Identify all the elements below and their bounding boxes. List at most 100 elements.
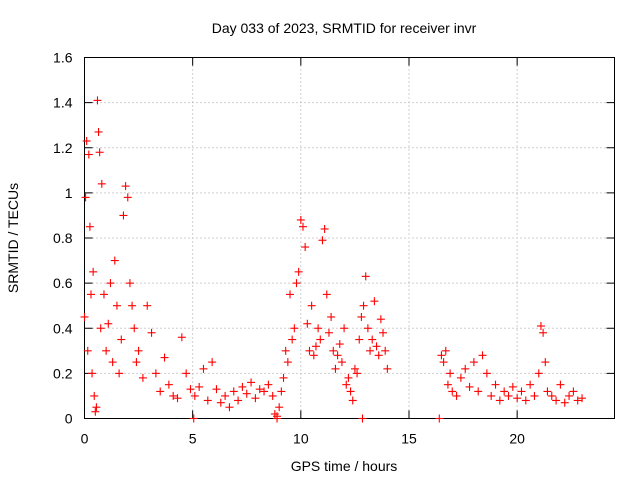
data-point [164, 380, 173, 389]
data-point [355, 335, 364, 344]
data-point [92, 403, 101, 412]
data-point [296, 215, 305, 224]
data-point [376, 315, 385, 324]
data-point [359, 301, 368, 310]
data-point [81, 193, 90, 202]
data-point [268, 391, 277, 400]
data-point [130, 324, 139, 333]
data-point [143, 301, 152, 310]
data-point [322, 290, 331, 299]
data-point [156, 387, 165, 396]
data-point [99, 290, 108, 299]
data-point [290, 324, 299, 333]
data-point [138, 373, 147, 382]
x-tick-label: 20 [509, 431, 525, 447]
data-point [80, 312, 89, 321]
data-point [461, 364, 470, 373]
data-point [190, 391, 199, 400]
data-point [335, 340, 344, 349]
data-point [86, 290, 95, 299]
data-point [288, 335, 297, 344]
data-point [379, 328, 388, 337]
data-point [89, 267, 98, 276]
data-point [316, 335, 325, 344]
data-point [448, 387, 457, 396]
data-point [340, 324, 349, 333]
data-point [346, 387, 355, 396]
data-point [374, 351, 383, 360]
data-point [93, 96, 102, 105]
data-point [491, 380, 500, 389]
data-point [342, 380, 351, 389]
data-point [578, 394, 587, 403]
data-point [203, 396, 212, 405]
data-point [337, 358, 346, 367]
data-points [80, 96, 587, 423]
data-point [283, 358, 292, 367]
data-point [539, 328, 548, 337]
data-point [348, 396, 357, 405]
data-point [112, 301, 121, 310]
data-point [474, 387, 483, 396]
data-point [88, 369, 97, 378]
data-point [437, 351, 446, 360]
data-point [526, 380, 535, 389]
data-point [173, 394, 182, 403]
data-point [221, 391, 230, 400]
data-point [363, 324, 372, 333]
data-point [547, 391, 556, 400]
data-point [344, 373, 353, 382]
y-axis-label: SRMTID / TECUs [5, 183, 21, 293]
data-point [216, 398, 225, 407]
data-point [294, 267, 303, 276]
x-tick-label: 0 [81, 431, 89, 447]
data-point [456, 373, 465, 382]
data-point [132, 358, 141, 367]
data-point [541, 358, 550, 367]
data-point [452, 391, 461, 400]
data-point [383, 364, 392, 373]
data-point [536, 321, 545, 330]
data-point [439, 358, 448, 367]
data-point [238, 382, 247, 391]
data-point [292, 279, 301, 288]
y-tick-label: 1 [65, 185, 73, 201]
data-point [251, 394, 260, 403]
data-point [189, 414, 198, 423]
chart-title: Day 033 of 2023, SRMTID for receiver inv… [212, 20, 477, 36]
data-point [350, 364, 359, 373]
data-point [83, 346, 92, 355]
data-point [305, 346, 314, 355]
data-point [247, 378, 256, 387]
y-tick-label: 0 [65, 411, 73, 427]
data-point [169, 391, 178, 400]
data-point [495, 396, 504, 405]
data-point [128, 301, 137, 310]
data-point [82, 136, 91, 145]
data-point [279, 373, 288, 382]
data-point [366, 346, 375, 355]
data-point [560, 398, 569, 407]
data-point [273, 414, 282, 423]
data-point [435, 414, 444, 423]
data-point [368, 335, 377, 344]
data-point [324, 328, 333, 337]
y-tick-label: 1.4 [53, 95, 73, 111]
data-point [565, 391, 574, 400]
data-point [110, 256, 119, 265]
data-point [85, 222, 94, 231]
data-point [465, 382, 474, 391]
data-point [255, 385, 264, 394]
data-point [569, 387, 578, 396]
data-point [264, 380, 273, 389]
data-point [372, 342, 381, 351]
data-point [320, 224, 329, 233]
x-tick-label: 10 [293, 431, 309, 447]
data-point [552, 396, 561, 405]
data-point [234, 396, 243, 405]
data-point [513, 394, 522, 403]
x-axis-label: GPS time / hours [291, 458, 398, 474]
data-point [91, 407, 100, 416]
data-point [115, 369, 124, 378]
